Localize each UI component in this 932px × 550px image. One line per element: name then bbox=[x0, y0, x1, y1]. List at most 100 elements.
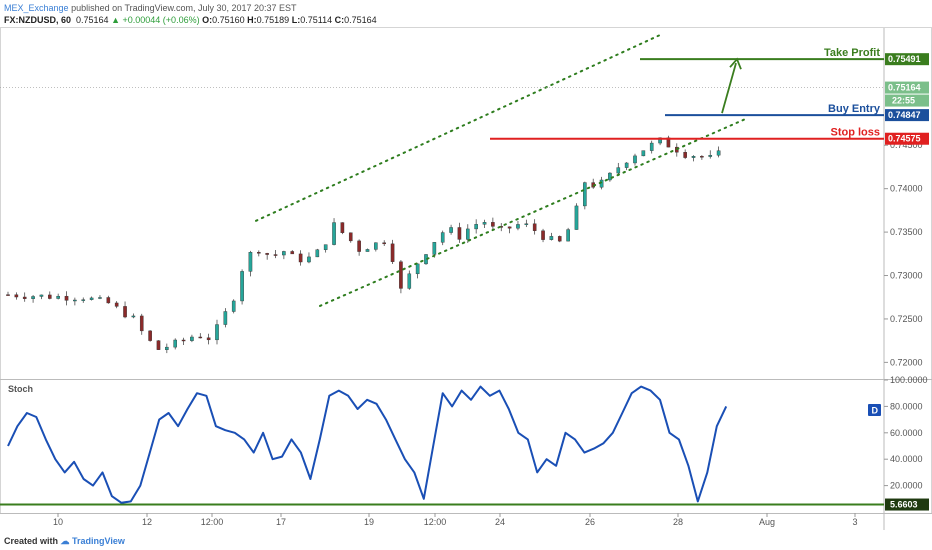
publish-line: MEX_Exchange published on TradingView.co… bbox=[4, 2, 377, 14]
channel-upper-line[interactable] bbox=[255, 33, 663, 222]
candle-body bbox=[566, 229, 570, 242]
created-with-text: Created with bbox=[4, 536, 59, 546]
candle-body bbox=[31, 296, 35, 299]
candle-body bbox=[14, 294, 19, 298]
candle-body bbox=[89, 297, 94, 300]
published-text: published on TradingView.com, July 30, 2… bbox=[71, 3, 297, 13]
candle-body bbox=[716, 150, 721, 156]
stoch-d-badge[interactable] bbox=[868, 404, 881, 416]
candle-body bbox=[257, 252, 261, 254]
candle-body bbox=[6, 294, 10, 296]
candle-body bbox=[683, 152, 687, 158]
countdown-badge bbox=[885, 94, 929, 107]
candle-body bbox=[307, 256, 311, 263]
open-value: 0.75160 bbox=[212, 15, 245, 25]
candle-body bbox=[557, 236, 562, 242]
candle-body bbox=[165, 346, 169, 350]
stoch-tick-label-2: 60.0000 bbox=[890, 428, 923, 438]
candle-body bbox=[123, 306, 127, 318]
candle-body bbox=[348, 232, 353, 242]
candle-body bbox=[148, 330, 152, 341]
price-tick-label-4: 0.74000 bbox=[890, 184, 923, 194]
time-tick-label-9: Aug bbox=[759, 517, 775, 527]
time-tick-label-0: 10 bbox=[53, 517, 63, 527]
time-tick-label-10: 3 bbox=[852, 517, 857, 527]
candle-body bbox=[139, 315, 144, 332]
candle-body bbox=[524, 223, 529, 225]
ohlc-line: FX:NZDUSD, 60 0.75164 ▲ +0.00044 (+0.06%… bbox=[4, 14, 377, 26]
candle-body bbox=[290, 251, 295, 255]
candle-body bbox=[491, 222, 495, 227]
candle-body bbox=[649, 142, 654, 151]
last-price-badge-text: 0.75164 bbox=[888, 83, 921, 93]
candle-body bbox=[231, 300, 236, 312]
stoch-tick-label-3: 80.0000 bbox=[890, 401, 923, 411]
candle-body bbox=[22, 296, 27, 299]
candle-body bbox=[39, 294, 44, 297]
candle-body bbox=[131, 315, 136, 318]
stoch-tick-label-4: 100.0000 bbox=[890, 375, 928, 385]
candle-body bbox=[574, 205, 579, 230]
candle-body bbox=[708, 155, 713, 157]
countdown-badge-text: 22:55 bbox=[892, 96, 915, 106]
take-profit-badge-text: 0.75491 bbox=[888, 54, 921, 64]
candle-body bbox=[624, 162, 629, 168]
candle-body bbox=[357, 240, 361, 252]
candle-body bbox=[440, 232, 445, 243]
time-tick-label-2: 12:00 bbox=[201, 517, 224, 527]
candle-body bbox=[700, 156, 704, 158]
candle-body bbox=[198, 336, 203, 339]
candle-body bbox=[273, 254, 278, 256]
tradingview-brand[interactable]: ☁ TradingView bbox=[60, 536, 125, 546]
change-value: ▲ +0.00044 (+0.06%) bbox=[111, 15, 200, 25]
candle-body bbox=[106, 297, 111, 304]
candle-body bbox=[516, 224, 520, 229]
symbol-label[interactable]: FX:NZDUSD, 60 bbox=[4, 15, 72, 25]
candle-body bbox=[457, 227, 462, 240]
candle-body bbox=[583, 182, 587, 207]
candle-body bbox=[340, 222, 345, 233]
stoch-level-badge bbox=[885, 498, 929, 511]
candle-body bbox=[240, 271, 244, 302]
candle-body bbox=[223, 311, 228, 325]
candle-body bbox=[315, 249, 320, 258]
candle-body bbox=[382, 242, 387, 245]
candle-body bbox=[206, 337, 211, 341]
candle-body bbox=[474, 224, 478, 230]
take-profit-badge bbox=[885, 53, 929, 66]
candle-body bbox=[298, 253, 303, 263]
price-tick-label-3: 0.73500 bbox=[890, 227, 923, 237]
candle-body bbox=[156, 340, 161, 350]
close-label: C: bbox=[334, 15, 345, 25]
candle-body bbox=[407, 273, 412, 289]
stoch-label: Stoch bbox=[8, 384, 33, 394]
high-label: H: bbox=[247, 15, 257, 25]
candle-body bbox=[81, 299, 86, 301]
candle-body bbox=[114, 302, 119, 307]
time-tick-label-1: 12 bbox=[142, 517, 152, 527]
price-tick-label-2: 0.73000 bbox=[890, 271, 923, 281]
candle-body bbox=[173, 339, 178, 348]
candles bbox=[6, 135, 721, 354]
candle-body bbox=[265, 253, 269, 255]
low-value: 0.75114 bbox=[300, 15, 333, 25]
candle-body bbox=[282, 251, 286, 256]
author-link[interactable]: MEX_Exchange bbox=[4, 3, 69, 13]
time-tick-label-6: 24 bbox=[495, 517, 505, 527]
candle-body bbox=[73, 299, 77, 302]
last-price: 0.75164 bbox=[76, 15, 109, 25]
candle-body bbox=[98, 297, 102, 299]
price-tick-label-1: 0.72500 bbox=[890, 314, 923, 324]
candle-body bbox=[332, 222, 336, 245]
candle-body bbox=[549, 236, 554, 240]
candle-body bbox=[415, 263, 420, 275]
candle-body bbox=[641, 150, 646, 157]
candle-body bbox=[449, 227, 453, 233]
take-profit-arrow[interactable] bbox=[721, 62, 737, 114]
channel-lower-line[interactable] bbox=[319, 118, 746, 307]
stoch-d-badge-text: D bbox=[872, 406, 879, 416]
candle-body bbox=[616, 167, 621, 174]
low-label: L: bbox=[291, 15, 301, 25]
footer: Created with ☁ TradingView bbox=[4, 536, 125, 547]
